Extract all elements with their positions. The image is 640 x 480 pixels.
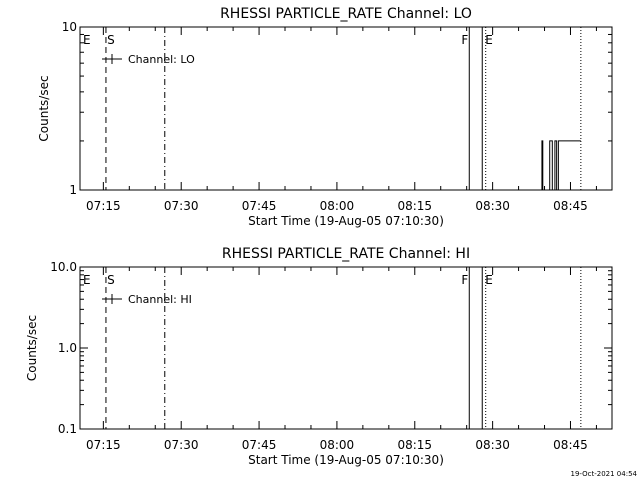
timestamp: 19-Oct-2021 04:54 xyxy=(571,470,638,478)
event-marker-label: E xyxy=(485,33,493,47)
y-tick-label: 0.1 xyxy=(58,422,77,436)
event-marker-label: F xyxy=(461,33,468,47)
y-tick-label: 1 xyxy=(69,183,77,197)
x-tick-label: 07:30 xyxy=(164,199,199,213)
chart-title: RHESSI PARTICLE_RATE Channel: HI xyxy=(222,246,470,262)
event-marker-label: S xyxy=(107,273,115,287)
x-tick-label: 08:30 xyxy=(475,438,510,452)
x-tick-label: 07:15 xyxy=(86,199,121,213)
x-tick-label: 07:45 xyxy=(242,199,277,213)
plot-frame xyxy=(79,266,613,430)
x-tick-label: 07:30 xyxy=(164,438,199,452)
x-axis-label: Start Time (19-Aug-05 07:10:30) xyxy=(248,453,444,467)
legend-label: Channel: HI xyxy=(128,293,192,306)
x-tick-label: 08:30 xyxy=(475,199,510,213)
y-tick-label: 10 xyxy=(62,20,77,34)
data-series-line xyxy=(541,140,581,191)
event-marker-label: E xyxy=(83,33,91,47)
x-tick-label: 07:15 xyxy=(86,438,121,452)
event-marker-label: F xyxy=(461,273,468,287)
chart-title: RHESSI PARTICLE_RATE Channel: LO xyxy=(220,6,472,22)
y-tick-label: 10.0 xyxy=(50,260,77,274)
y-axis-label: Counts/sec xyxy=(37,75,51,141)
y-tick-label: 1.0 xyxy=(58,341,77,355)
legend-label: Channel: LO xyxy=(128,53,195,66)
event-marker-label: E xyxy=(83,273,91,287)
x-tick-label: 08:15 xyxy=(397,438,432,452)
x-tick-label: 07:45 xyxy=(242,438,277,452)
event-marker-label: S xyxy=(107,33,115,47)
x-tick-label: 08:45 xyxy=(553,438,588,452)
x-tick-label: 08:45 xyxy=(553,199,588,213)
x-tick-label: 08:00 xyxy=(320,199,355,213)
y-axis-label: Counts/sec xyxy=(25,315,39,381)
x-tick-label: 08:00 xyxy=(320,438,355,452)
plot-frame xyxy=(79,26,613,191)
event-marker-label: E xyxy=(485,273,493,287)
x-tick-label: 08:15 xyxy=(397,199,432,213)
x-axis-label: Start Time (19-Aug-05 07:10:30) xyxy=(248,214,444,228)
